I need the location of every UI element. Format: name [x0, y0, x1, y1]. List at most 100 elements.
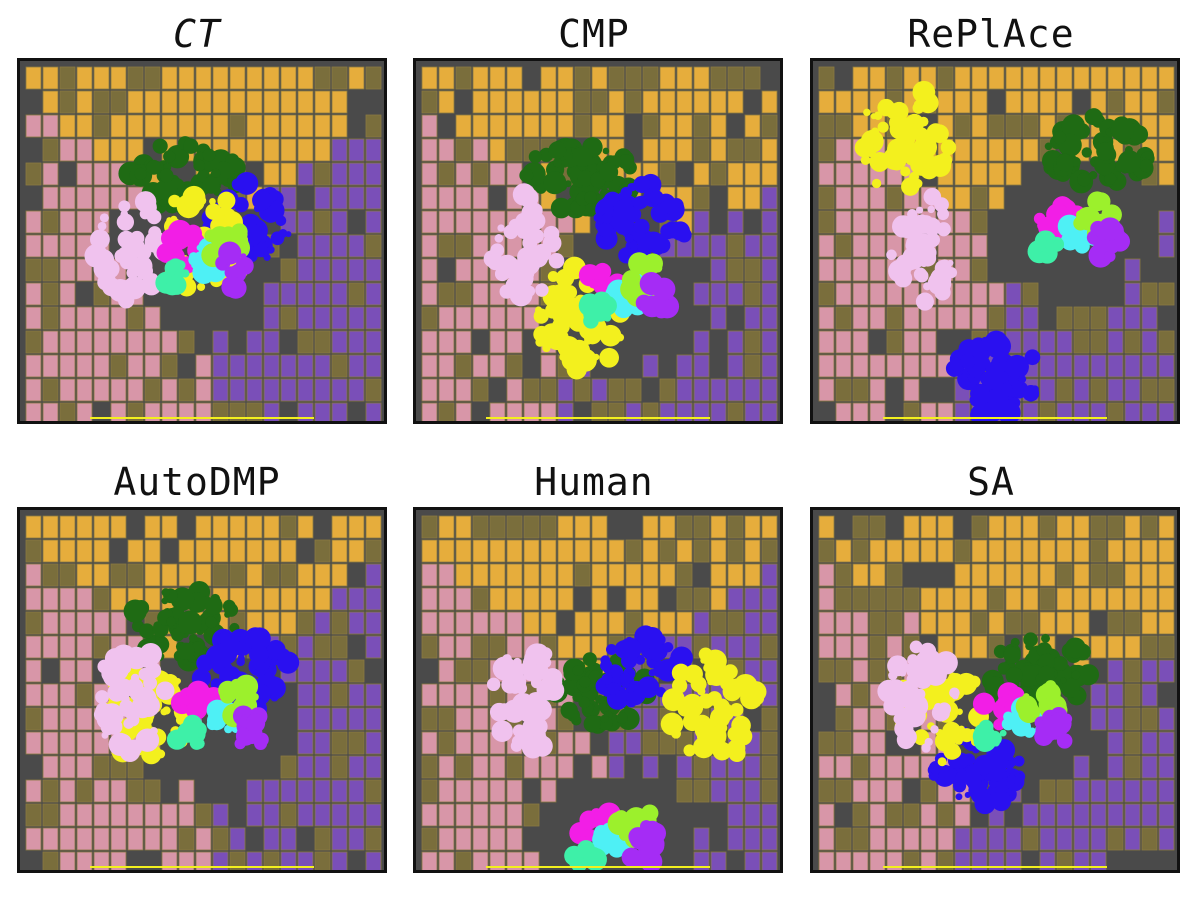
macro-block — [659, 138, 676, 162]
macro-block — [178, 803, 195, 827]
macro-block — [727, 330, 744, 354]
macro-block — [1107, 563, 1124, 587]
macro-block — [1090, 515, 1107, 539]
macro-block — [886, 803, 903, 827]
macro-block — [297, 114, 314, 138]
macro-block — [489, 515, 506, 539]
macro-block — [818, 803, 835, 827]
macro-block — [421, 827, 438, 851]
macro-block — [1124, 354, 1141, 378]
macro-block — [455, 779, 472, 803]
cell-cluster-cyan — [592, 822, 634, 858]
macro-block — [693, 162, 710, 186]
macro-block — [314, 90, 331, 114]
macro-block — [1124, 282, 1141, 306]
macro-block — [937, 306, 954, 330]
macro-block — [506, 90, 523, 114]
macro-block — [127, 378, 144, 402]
macro-block — [1158, 803, 1175, 827]
macro-block — [365, 515, 382, 539]
macro-block — [835, 611, 852, 635]
macro-block — [438, 563, 455, 587]
macro-block — [314, 114, 331, 138]
macro-block — [693, 539, 710, 563]
macro-block — [331, 330, 348, 354]
macro-block — [761, 210, 778, 234]
macro-block — [557, 755, 574, 779]
macro-block — [886, 282, 903, 306]
macro-block — [1073, 66, 1090, 90]
macro-block — [263, 851, 280, 870]
macro-block — [25, 354, 42, 378]
macro-block — [76, 539, 93, 563]
macro-block — [76, 755, 93, 779]
macro-block — [869, 539, 886, 563]
macro-block — [1039, 851, 1056, 870]
panel-title-human: Human — [534, 460, 654, 504]
macro-block — [314, 330, 331, 354]
macro-block — [331, 234, 348, 258]
macro-block — [438, 683, 455, 707]
macro-block — [727, 378, 744, 402]
macro-block — [1124, 402, 1141, 421]
macro-block — [472, 779, 489, 803]
macro-block — [835, 114, 852, 138]
macro-block — [421, 755, 438, 779]
macro-block — [1090, 827, 1107, 851]
cell-cluster-blue — [595, 625, 693, 710]
macro-block — [331, 731, 348, 755]
macro-block — [659, 66, 676, 90]
macro-block — [438, 282, 455, 306]
macro-block — [25, 515, 42, 539]
macro-block — [421, 779, 438, 803]
macro-block — [971, 851, 988, 870]
macro-block — [1124, 66, 1141, 90]
macro-block — [365, 258, 382, 282]
macro-block — [693, 779, 710, 803]
macro-block — [93, 539, 110, 563]
macro-block — [42, 851, 59, 870]
macro-block — [263, 306, 280, 330]
macro-block — [835, 779, 852, 803]
macro-block — [1141, 330, 1158, 354]
macro-block — [212, 90, 229, 114]
macro-block — [710, 90, 727, 114]
macro-blocks — [421, 66, 778, 421]
macro-block — [954, 114, 971, 138]
macro-block — [1141, 282, 1158, 306]
macro-block — [818, 234, 835, 258]
macro-block — [727, 779, 744, 803]
macro-block — [835, 659, 852, 683]
macro-block — [761, 162, 778, 186]
macro-block — [591, 755, 608, 779]
macro-block — [246, 587, 263, 611]
macro-block — [920, 354, 937, 378]
macro-block — [642, 114, 659, 138]
macro-block — [110, 114, 127, 138]
macro-block — [1090, 539, 1107, 563]
macro-block — [472, 162, 489, 186]
macro-block — [455, 827, 472, 851]
macro-block — [920, 539, 937, 563]
macro-block — [954, 258, 971, 282]
macro-block — [1124, 731, 1141, 755]
macro-block — [455, 306, 472, 330]
macro-block — [869, 258, 886, 282]
macro-block — [903, 539, 920, 563]
macro-block — [263, 162, 280, 186]
macro-block — [144, 539, 161, 563]
macro-block — [110, 378, 127, 402]
macro-block — [886, 635, 903, 659]
macro-block — [557, 563, 574, 587]
macro-block — [835, 234, 852, 258]
macro-block — [1141, 378, 1158, 402]
macro-block — [76, 683, 93, 707]
macro-block — [59, 402, 76, 421]
macro-block — [472, 755, 489, 779]
macro-block — [818, 210, 835, 234]
macro-block — [761, 90, 778, 114]
macro-block — [523, 755, 540, 779]
macro-block — [852, 827, 869, 851]
macro-block — [903, 803, 920, 827]
macro-block — [246, 539, 263, 563]
